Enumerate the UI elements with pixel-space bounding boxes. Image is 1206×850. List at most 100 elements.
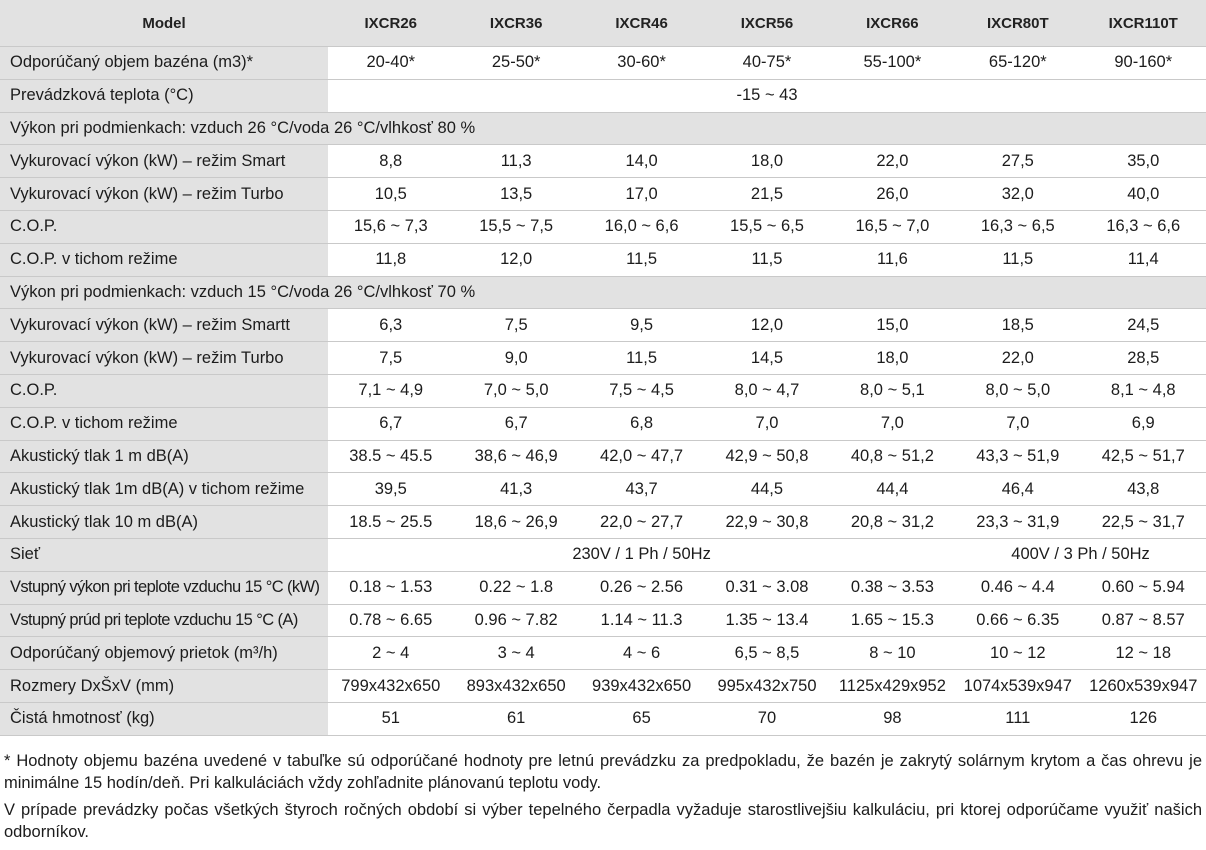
table-cell: 13,5 (453, 177, 579, 211)
header-ixcr110t: IXCR110T (1080, 0, 1206, 47)
table-row: Vykurovací výkon (kW) – režim Turbo 10,5 1… (0, 177, 1206, 211)
row-label: Odporúčaný objemový prietok (m³/h) (0, 636, 329, 671)
table-row: Rozmery DxŠxV (mm) 799x432x650 893x432x650… (0, 669, 1206, 703)
table-cell: 0.78 ~ 6.65 (328, 604, 454, 638)
table-row: C.O.P. v tichom režime 6,7 6,7 6,8 7,0 7,0 7,0… (0, 407, 1206, 441)
table-cell: 44,4 (829, 472, 956, 507)
table-cell: 0.38 ~ 3.53 (829, 571, 956, 605)
table-cell: 0.46 ~ 4.4 (955, 571, 1081, 605)
table-cell: 90-160* (1080, 46, 1206, 80)
header-ixcr66: IXCR66 (829, 0, 956, 47)
table-cell: 51 (328, 702, 454, 736)
table-row: Vykurovací výkon (kW) – režim Turbo 7,5 9,… (0, 341, 1206, 375)
table-cell: 22,5 ~ 31,7 (1080, 505, 1206, 539)
table-cell: 22,0 ~ 27,7 (578, 505, 705, 539)
table-cell: 8,1 ~ 4,8 (1080, 374, 1206, 408)
table-cell: 12,0 (453, 243, 579, 277)
table-cell: 15,6 ~ 7,3 (328, 210, 454, 244)
table-cell: 22,0 (829, 144, 956, 179)
table-cell: 11,5 (955, 243, 1081, 277)
row-label: Vykurovací výkon (kW) – režim Turbo (0, 341, 329, 375)
table-cell: 20-40* (328, 46, 454, 80)
table-cell: 0.66 ~ 6.35 (955, 604, 1081, 638)
table-cell: 111 (955, 702, 1081, 736)
merged-cell: 400V / 3 Ph / 50Hz (955, 538, 1206, 572)
table-cell: 1125x429x952 (829, 669, 956, 703)
section-row: Výkon pri podmienkach: vzduch 15 °C/voda… (0, 276, 1206, 310)
table-cell: 39,5 (328, 472, 454, 507)
table-cell: 6,5 ~ 8,5 (704, 636, 830, 671)
table-row: Vstupný výkon pri teplote vzduchu 15 °C … (0, 571, 1206, 605)
section-row: Výkon pri podmienkach: vzduch 26 °C/voda… (0, 112, 1206, 146)
spec-table: Model IXCR26 IXCR36 IXCR46 IXCR56 IXCR66 IXCR8… (0, 0, 1206, 736)
table-cell: 16,5 ~ 7,0 (829, 210, 956, 244)
table-cell: 939x432x650 (578, 669, 705, 703)
table-cell: 27,5 (955, 144, 1081, 179)
footnote-all-seasons: V prípade prevádzky počas všetkých štyro… (4, 801, 1202, 841)
section-heading: Výkon pri podmienkach: vzduch 15 °C/voda… (0, 276, 1206, 310)
table-row: C.O.P. v tichom režime 11,8 12,0 11,5 11,5 11… (0, 243, 1206, 277)
table-cell: 22,9 ~ 30,8 (704, 505, 830, 539)
table-cell: 0.31 ~ 3.08 (704, 571, 830, 605)
row-label: Vykurovací výkon (kW) – režim Turbo (0, 177, 329, 211)
table-cell: 98 (829, 702, 956, 736)
table-cell: 35,0 (1080, 144, 1206, 179)
table-cell: 8,8 (328, 144, 454, 179)
table-cell: 11,5 (578, 243, 705, 277)
table-cell: 8,0 ~ 5,0 (955, 374, 1081, 408)
table-cell: 42,5 ~ 51,7 (1080, 440, 1206, 474)
table-cell: 11,8 (328, 243, 454, 277)
table-cell: 26,0 (829, 177, 956, 211)
merged-cell: -15 ~ 43 (328, 79, 1206, 113)
table-cell: 38.5 ~ 45.5 (328, 440, 454, 474)
row-label: Čistá hmotnosť (kg) (0, 702, 329, 736)
table-cell: 18.5 ~ 25.5 (328, 505, 454, 539)
table-row: C.O.P. 7,1 ~ 4,9 7,0 ~ 5,0 7,5 ~ 4,5 8,0 ~ 4… (0, 374, 1206, 408)
table-cell: 12 ~ 18 (1080, 636, 1206, 671)
row-label: C.O.P. v tichom režime (0, 407, 329, 441)
table-cell: 126 (1080, 702, 1206, 736)
table-cell: 15,5 ~ 7,5 (453, 210, 579, 244)
table-cell: 1.35 ~ 13.4 (704, 604, 830, 638)
table-cell: 43,7 (578, 472, 705, 507)
row-label: Prevádzková teplota (°C) (0, 79, 329, 113)
table-cell: 1074x539x947 (955, 669, 1081, 703)
table-cell: 6,9 (1080, 407, 1206, 441)
table-row: Akustický tlak 1 m dB(A) 38.5 ~ 45.5 38,6 … (0, 440, 1206, 474)
table-cell: 40,0 (1080, 177, 1206, 211)
table-header-row: Model IXCR26 IXCR36 IXCR46 IXCR56 IXCR66 IXCR8… (0, 0, 1206, 47)
table-row: Akustický tlak 1m dB(A) v tichom režime 3… (0, 472, 1206, 507)
table-cell: 16,3 ~ 6,6 (1080, 210, 1206, 244)
header-ixcr56: IXCR56 (704, 0, 830, 47)
table-cell: 2 ~ 4 (328, 636, 454, 671)
table-cell: 8,0 ~ 5,1 (829, 374, 956, 408)
table-cell: 14,0 (578, 144, 705, 179)
table-cell: 8 ~ 10 (829, 636, 956, 671)
table-cell: 11,4 (1080, 243, 1206, 277)
row-label: C.O.P. v tichom režime (0, 243, 329, 277)
table-cell: 40,8 ~ 51,2 (829, 440, 956, 474)
table-cell: 893x432x650 (453, 669, 579, 703)
table-cell: 6,3 (328, 308, 454, 343)
row-label: Rozmery DxŠxV (mm) (0, 669, 329, 703)
table-cell: 61 (453, 702, 579, 736)
table-cell: 7,5 (328, 341, 454, 375)
table-cell: 9,5 (578, 308, 705, 343)
table-cell: 7,1 ~ 4,9 (328, 374, 454, 408)
table-cell: 65 (578, 702, 705, 736)
row-label: Vstupný výkon pri teplote vzduchu 15 °C … (0, 571, 329, 605)
table-row: Sieť 230V / 1 Ph / 50Hz 400V / 3 Ph / 50Hz (0, 538, 1206, 572)
table-row: Prevádzková teplota (°C) -15 ~ 43 (0, 79, 1206, 113)
table-cell: 32,0 (955, 177, 1081, 211)
table-cell: 4 ~ 6 (578, 636, 705, 671)
table-cell: 995x432x750 (704, 669, 830, 703)
row-label: Vstupný prúd pri teplote vzduchu 15 °C (… (0, 604, 329, 638)
table-cell: 6,7 (328, 407, 454, 441)
table-cell: 23,3 ~ 31,9 (955, 505, 1081, 539)
table-cell: 12,0 (704, 308, 830, 343)
table-cell: 28,5 (1080, 341, 1206, 375)
table-cell: 46,4 (955, 472, 1081, 507)
table-row: Vstupný prúd pri teplote vzduchu 15 °C (… (0, 604, 1206, 638)
table-cell: 41,3 (453, 472, 579, 507)
